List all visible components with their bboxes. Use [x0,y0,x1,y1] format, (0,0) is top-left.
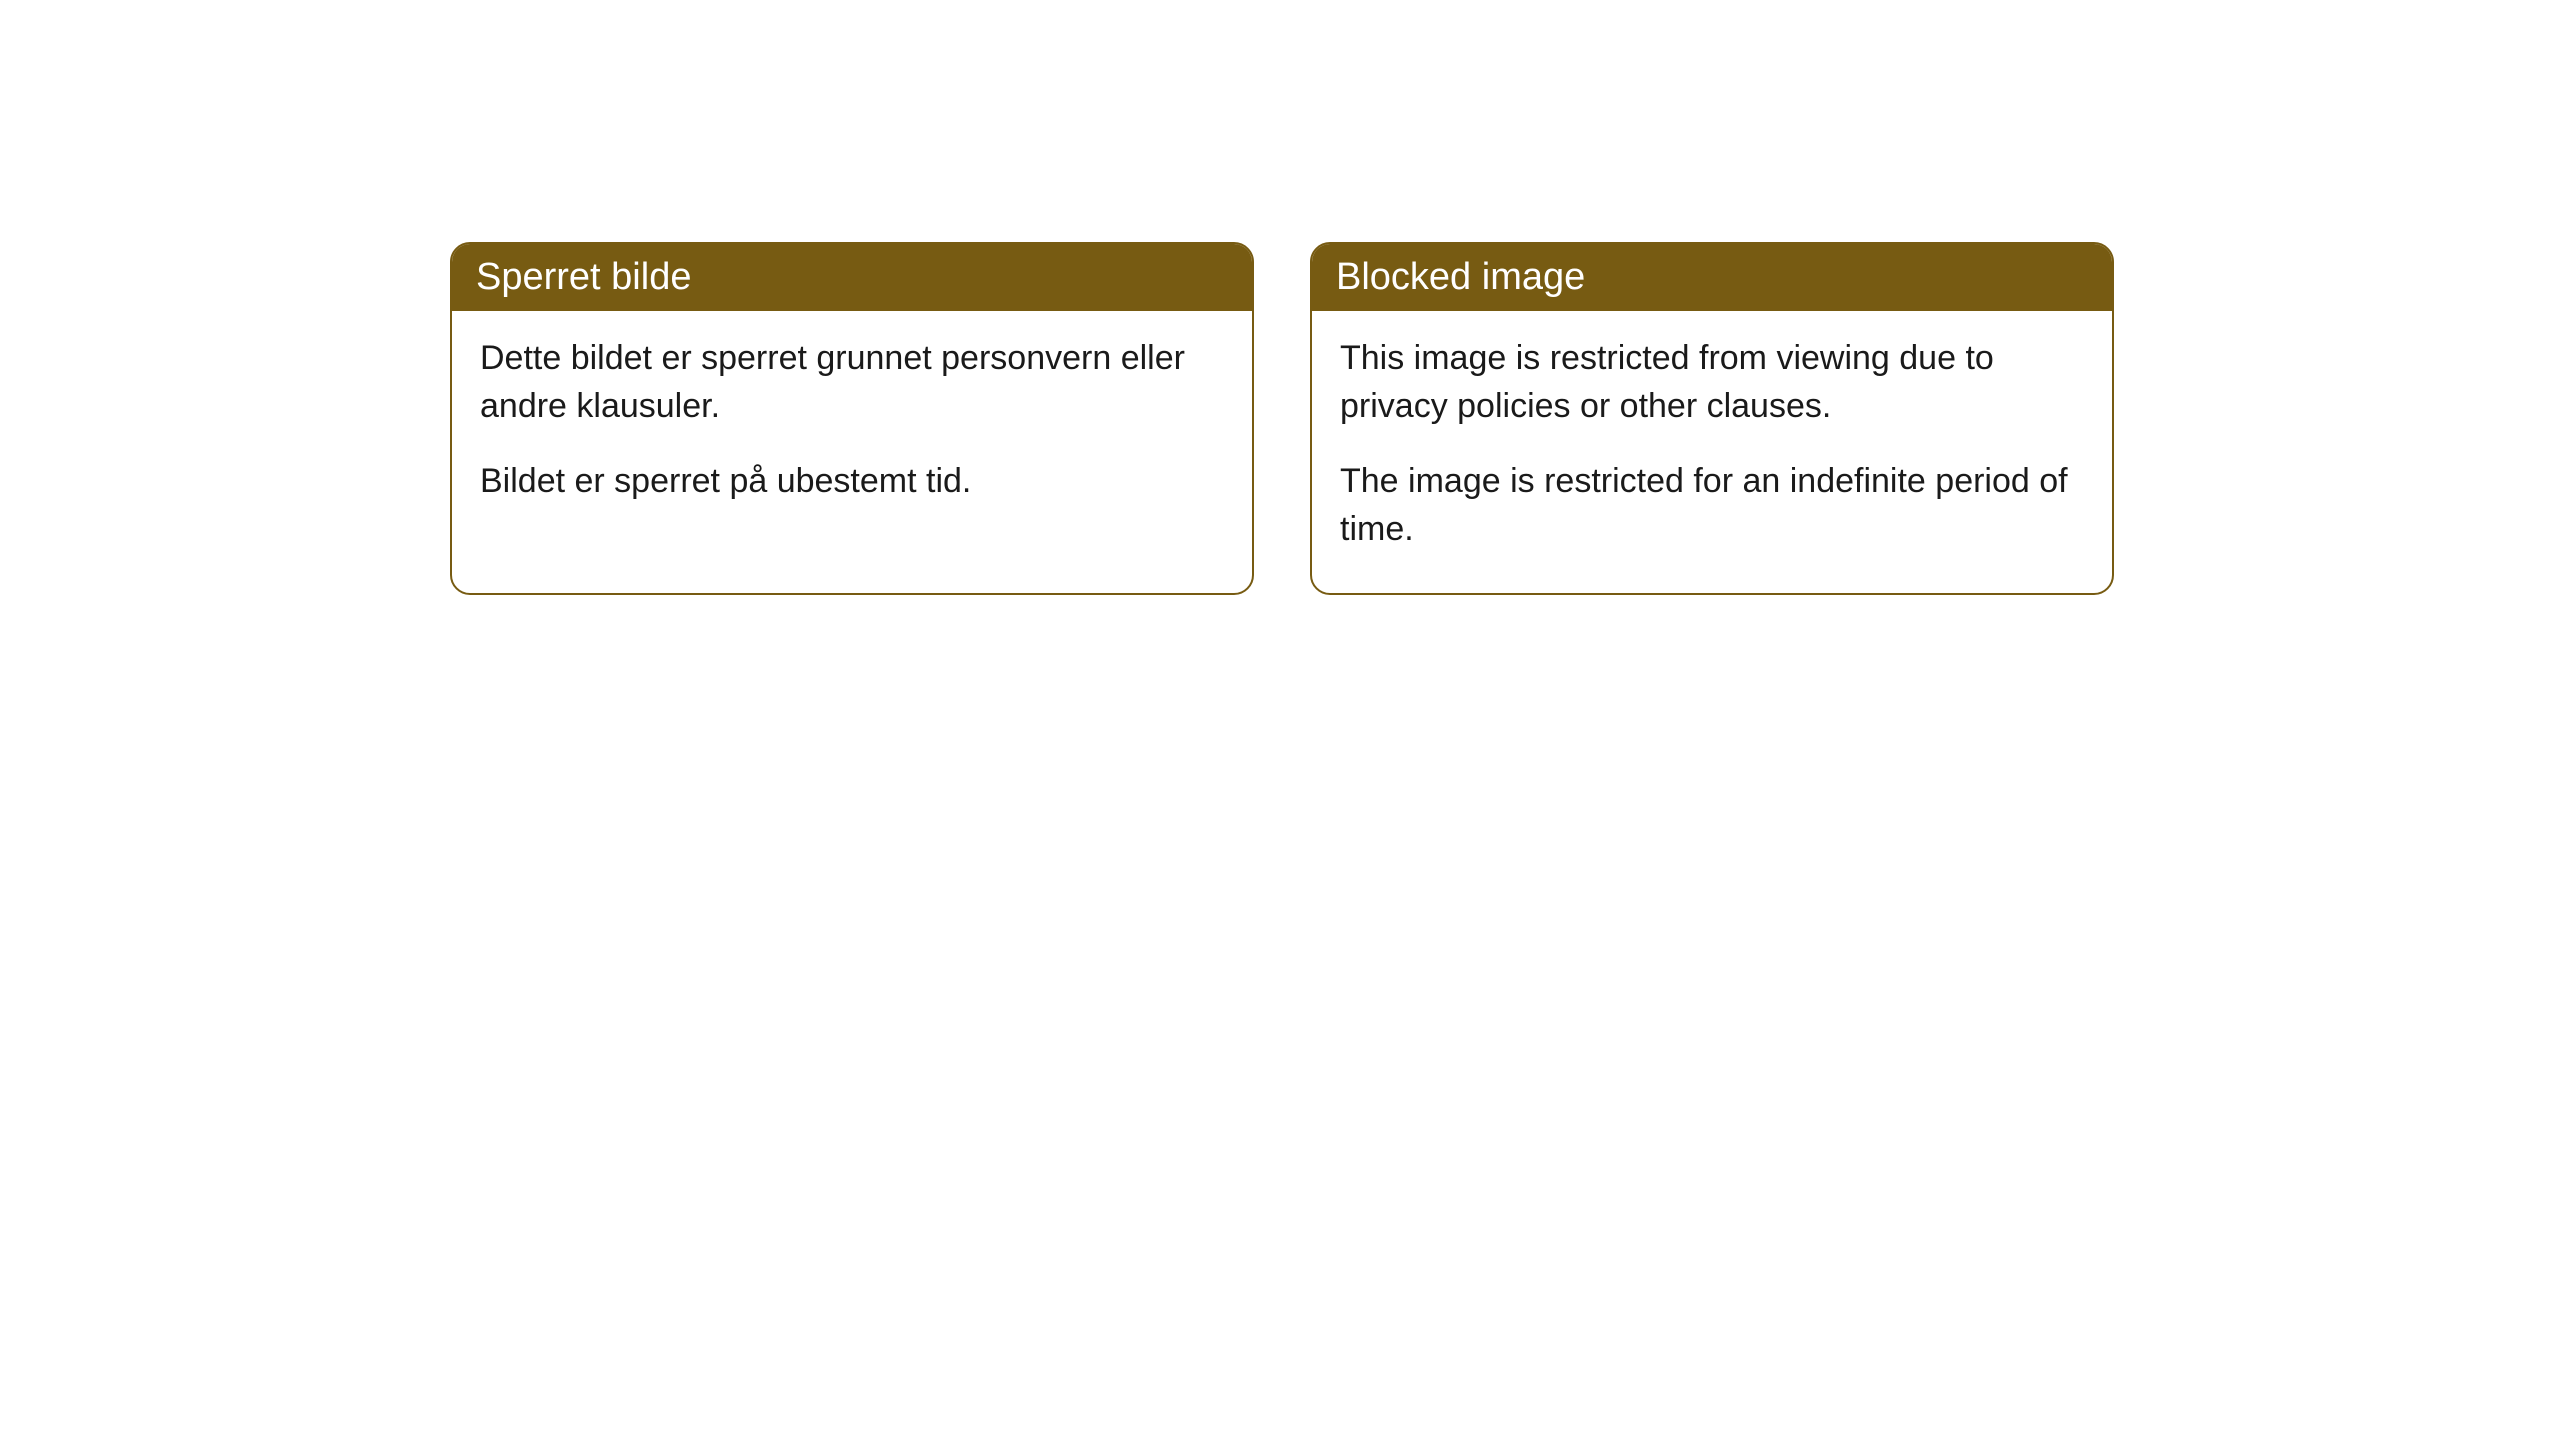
blocked-image-card-english: Blocked image This image is restricted f… [1310,242,2114,595]
cards-container: Sperret bilde Dette bildet er sperret gr… [450,242,2114,595]
card-paragraph: The image is restricted for an indefinit… [1340,458,2084,553]
card-header-english: Blocked image [1312,244,2112,311]
card-title: Blocked image [1336,256,1585,298]
blocked-image-card-norwegian: Sperret bilde Dette bildet er sperret gr… [450,242,1254,595]
card-title: Sperret bilde [476,256,691,298]
card-paragraph: Bildet er sperret på ubestemt tid. [480,458,1224,506]
card-body-english: This image is restricted from viewing du… [1312,311,2112,593]
card-paragraph: This image is restricted from viewing du… [1340,335,2084,430]
card-paragraph: Dette bildet er sperret grunnet personve… [480,335,1224,430]
card-body-norwegian: Dette bildet er sperret grunnet personve… [452,311,1252,546]
card-header-norwegian: Sperret bilde [452,244,1252,311]
